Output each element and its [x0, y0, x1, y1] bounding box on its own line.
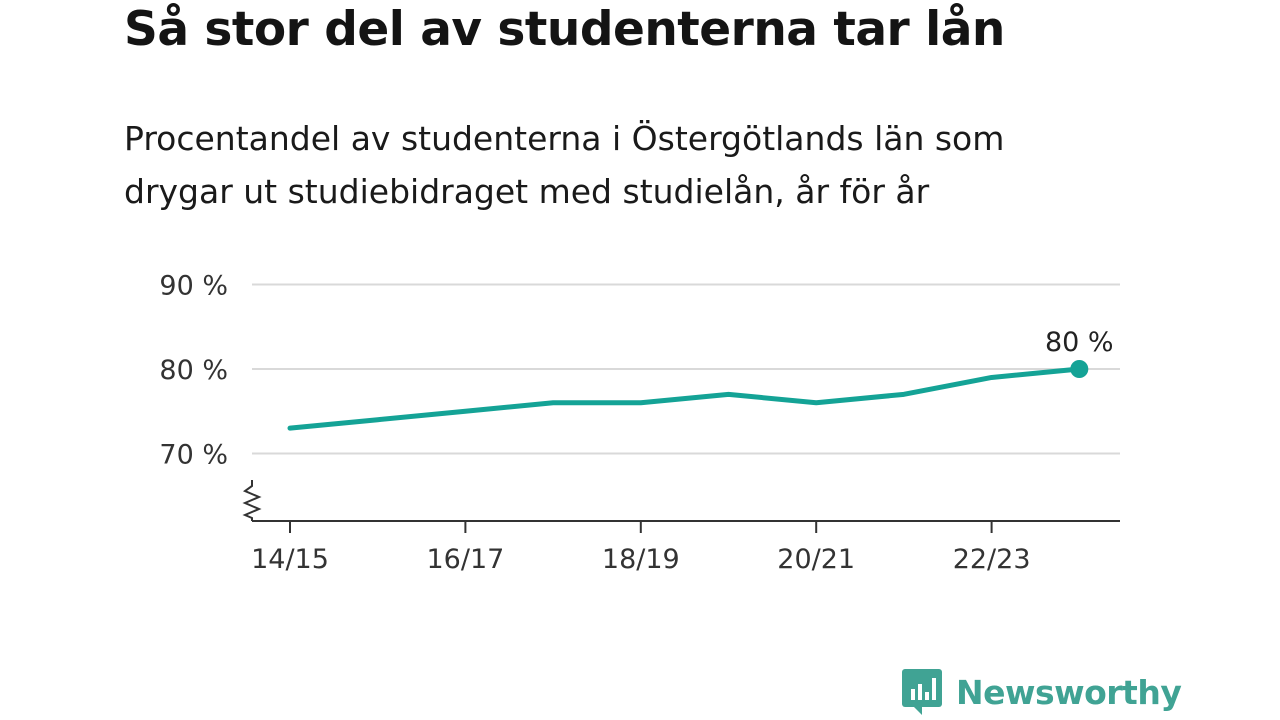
x-tick-label: 20/21 [777, 544, 855, 575]
end-point-marker [1070, 360, 1089, 378]
x-tick-label: 22/23 [953, 544, 1031, 575]
series-line [287, 366, 1082, 431]
y-tick-label: 90 % [159, 271, 228, 302]
x-tick-label: 18/19 [602, 544, 680, 575]
end-value-label: 80 % [1045, 327, 1114, 358]
newsworthy-logo[interactable]: Newsworthy [902, 669, 1182, 715]
axis-break-icon [242, 480, 262, 521]
y-axis: 70 % 80 % 90 % [159, 271, 262, 521]
x-tick-label: 16/17 [426, 544, 504, 575]
brand-name: Newsworthy [956, 672, 1182, 712]
newsworthy-logo-icon [902, 669, 942, 715]
x-axis: 14/15 16/17 18/19 20/21 22/23 [251, 520, 1120, 575]
grid-lines [252, 283, 1120, 455]
subtitle-line-1: Procentandel av studenterna i Östergötla… [124, 119, 1005, 158]
y-tick-label: 80 % [159, 355, 228, 386]
subtitle-line-2: drygar ut studiebidraget med studielån, … [124, 172, 930, 211]
x-tick-label: 14/15 [251, 544, 329, 575]
chart-subtitle: Procentandel av studenterna i Östergötla… [124, 112, 1124, 218]
y-tick-label: 70 % [159, 440, 228, 471]
chart-title: Så stor del av studenterna tar lån [124, 2, 1005, 57]
series-layer: 80 % [287, 327, 1114, 431]
